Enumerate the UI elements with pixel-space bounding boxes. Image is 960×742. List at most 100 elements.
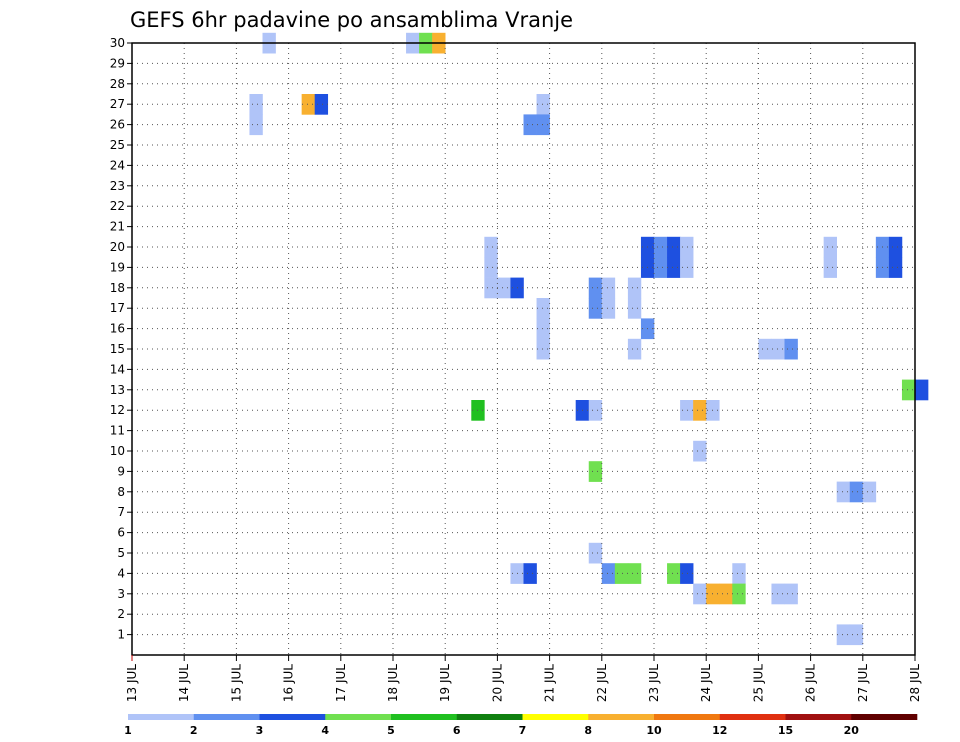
heatmap-cell bbox=[249, 94, 263, 115]
heatmap-cell bbox=[693, 440, 707, 462]
heatmap-cell bbox=[536, 298, 550, 319]
y-tick-label: 30 bbox=[110, 36, 125, 50]
y-tick-label: 15 bbox=[110, 342, 125, 356]
x-tick-label: 23 JUL bbox=[647, 664, 661, 702]
heatmap-cell bbox=[901, 379, 916, 401]
legend-swatch bbox=[785, 714, 852, 720]
heatmap-cell bbox=[614, 563, 629, 584]
heatmap-cell bbox=[732, 583, 746, 605]
x-tick-label: 15 JUL bbox=[229, 664, 243, 702]
legend-label: 5 bbox=[387, 724, 395, 737]
x-tick-label: 13 JUL bbox=[125, 664, 139, 702]
y-tick-label: 7 bbox=[117, 505, 125, 519]
y-tick-label: 13 bbox=[110, 383, 125, 397]
legend-swatch bbox=[851, 714, 918, 720]
heatmap-cell bbox=[849, 624, 864, 646]
y-tick-label: 19 bbox=[110, 260, 125, 274]
x-tick-label: 14 JUL bbox=[177, 664, 191, 702]
y-tick-label: 17 bbox=[110, 301, 125, 315]
heatmap-cell bbox=[758, 338, 772, 360]
y-tick-label: 18 bbox=[110, 281, 125, 295]
heatmap-cell bbox=[536, 338, 550, 360]
legend-label: 20 bbox=[844, 724, 860, 737]
heatmap-cell bbox=[601, 563, 616, 584]
legend-swatch bbox=[654, 714, 721, 720]
y-tick-label: 23 bbox=[110, 179, 125, 193]
heatmap-cell bbox=[627, 563, 642, 584]
heatmap-cell bbox=[836, 481, 851, 503]
x-tick-label: 24 JUL bbox=[699, 664, 713, 702]
y-tick-label: 3 bbox=[117, 587, 125, 601]
heatmap-cell bbox=[484, 257, 498, 278]
heatmap-cell bbox=[536, 94, 550, 115]
heatmap-cell bbox=[601, 298, 616, 319]
heatmap-cell bbox=[680, 236, 694, 258]
heatmap-cell bbox=[484, 236, 498, 258]
heatmap-cell bbox=[836, 624, 851, 646]
legend-swatch bbox=[128, 714, 195, 720]
legend-label: 8 bbox=[584, 724, 592, 737]
legend-label: 1 bbox=[124, 724, 132, 737]
heatmap-cell bbox=[484, 277, 498, 299]
y-tick-label: 29 bbox=[110, 56, 125, 70]
y-tick-label: 8 bbox=[117, 485, 125, 499]
heatmap-cell bbox=[667, 236, 681, 258]
x-tick-label: 20 JUL bbox=[490, 664, 504, 702]
legend-swatch bbox=[193, 714, 260, 720]
y-tick-label: 25 bbox=[110, 138, 125, 152]
heatmap-cell bbox=[888, 236, 903, 258]
x-tick-label: 22 JUL bbox=[595, 664, 609, 702]
heatmap-cell bbox=[823, 257, 837, 278]
legend-swatch bbox=[259, 714, 326, 720]
legend-label: 10 bbox=[646, 724, 662, 737]
heatmap-cell bbox=[301, 94, 315, 115]
heatmap-cell bbox=[862, 481, 877, 503]
heatmap-cell bbox=[627, 298, 642, 319]
heatmap-cells bbox=[249, 32, 929, 646]
heatmap-cell bbox=[823, 236, 837, 258]
y-tick-label: 24 bbox=[110, 158, 125, 172]
heatmap-cell bbox=[915, 379, 929, 401]
x-tick-label: 21 JUL bbox=[543, 664, 557, 702]
heatmap-cell bbox=[536, 318, 550, 340]
heatmap-cell bbox=[249, 114, 263, 136]
y-tick-label: 26 bbox=[110, 118, 125, 132]
y-axis: 1234567891011121314151617181920212223242… bbox=[110, 36, 132, 642]
heatmap-cell bbox=[314, 94, 329, 115]
legend-swatch bbox=[325, 714, 392, 720]
y-tick-label: 4 bbox=[117, 566, 125, 580]
legend-label: 3 bbox=[256, 724, 264, 737]
heatmap-cell bbox=[627, 338, 642, 360]
y-tick-label: 14 bbox=[110, 362, 125, 376]
legend-label: 4 bbox=[321, 724, 329, 737]
x-tick-label: 16 JUL bbox=[282, 664, 296, 702]
legend-swatch bbox=[588, 714, 655, 720]
legend-swatch bbox=[522, 714, 589, 720]
heatmap-cell bbox=[693, 400, 707, 421]
legend-swatch bbox=[456, 714, 523, 720]
heatmap-cell bbox=[693, 583, 707, 605]
y-tick-label: 11 bbox=[110, 424, 125, 438]
legend-swatch bbox=[391, 714, 458, 720]
heatmap-cell bbox=[784, 583, 798, 605]
heatmap-cell bbox=[588, 400, 603, 421]
heatmap-cell bbox=[654, 236, 668, 258]
x-tick-label: 25 JUL bbox=[751, 664, 765, 702]
legend: 1 2 3 4 5 6 7 8 10 12 15 20 bbox=[124, 714, 918, 737]
y-tick-label: 21 bbox=[110, 220, 125, 234]
y-tick-label: 12 bbox=[110, 403, 125, 417]
heatmap-cell bbox=[588, 542, 603, 564]
legend-label: 6 bbox=[453, 724, 461, 737]
y-tick-label: 22 bbox=[110, 199, 125, 213]
heatmap-cell bbox=[588, 277, 603, 299]
heatmap-cell bbox=[667, 257, 681, 278]
y-tick-label: 27 bbox=[110, 97, 125, 111]
heatmap-cell bbox=[680, 563, 694, 584]
x-axis: 13 JUL 14 JUL 15 JUL 16 JUL 17 JUL 18 JUL 19 J… bbox=[125, 655, 922, 702]
heatmap-cell bbox=[732, 563, 746, 584]
heatmap-cell bbox=[680, 400, 694, 421]
legend-label: 2 bbox=[190, 724, 198, 737]
legend-label: 7 bbox=[519, 724, 527, 737]
x-tick-label: 18 JUL bbox=[386, 664, 400, 702]
